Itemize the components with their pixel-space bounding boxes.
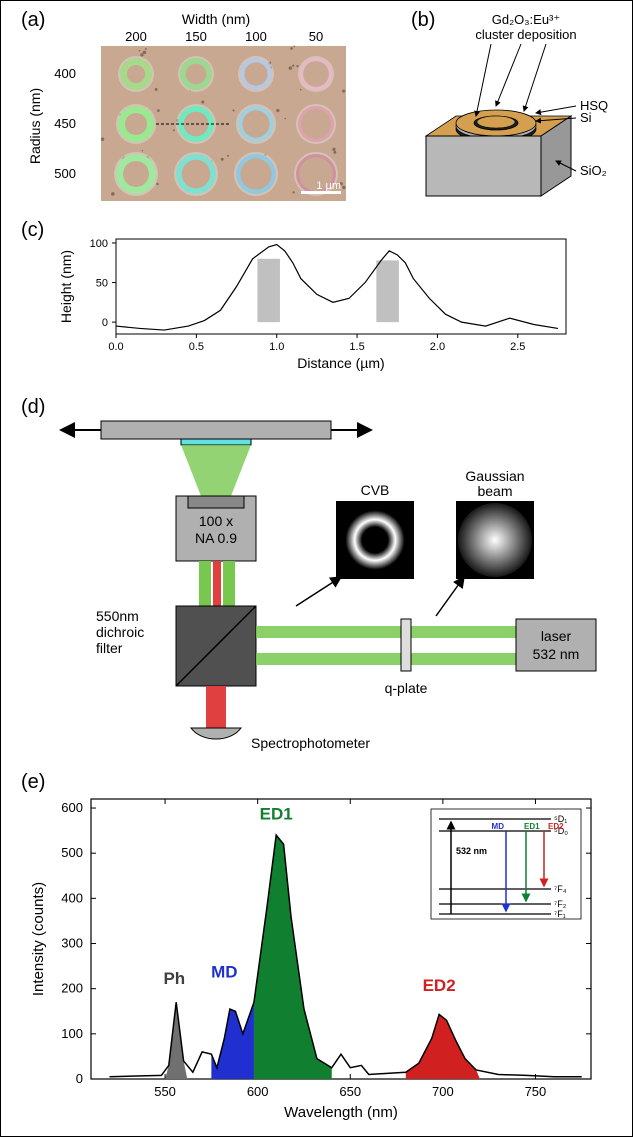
- svg-text:400: 400: [61, 890, 83, 905]
- svg-text:Distance (µm): Distance (µm): [297, 355, 384, 371]
- svg-text:q-plate: q-plate: [385, 680, 428, 696]
- panel-b-figure: Gd₂O₃:Eu³⁺ cluster deposition HSQSiSiO₂: [396, 6, 616, 216]
- svg-text:700: 700: [432, 1084, 454, 1099]
- svg-text:532 nm: 532 nm: [456, 846, 487, 856]
- panel-a-title: Width (nm): [182, 11, 250, 27]
- svg-text:beam: beam: [477, 483, 512, 499]
- svg-text:500: 500: [61, 845, 83, 860]
- svg-text:100: 100: [61, 1026, 83, 1041]
- svg-text:ED2: ED2: [423, 976, 456, 995]
- svg-text:150: 150: [185, 29, 207, 44]
- svg-text:Gaussian: Gaussian: [465, 468, 524, 484]
- scale-bar-text: 1 µm: [316, 180, 341, 192]
- svg-text:0.5: 0.5: [189, 341, 204, 353]
- svg-text:600: 600: [61, 800, 83, 815]
- svg-text:550: 550: [154, 1084, 176, 1099]
- panel-b-toplabel-2: cluster deposition: [475, 27, 576, 42]
- svg-text:Wavelength (nm): Wavelength (nm): [284, 1104, 398, 1121]
- svg-text:2.5: 2.5: [510, 341, 525, 353]
- svg-text:750: 750: [525, 1084, 547, 1099]
- svg-text:0: 0: [76, 1071, 83, 1086]
- panel-e-chart: 550 600 650 700 750 0 100 200 300 400 500 600 Ph MD ED…: [21, 779, 621, 1129]
- svg-text:100: 100: [245, 29, 267, 44]
- svg-text:100 x: 100 x: [199, 513, 233, 529]
- svg-text:50: 50: [309, 29, 323, 44]
- svg-text:ED2: ED2: [548, 822, 564, 831]
- panel-b-toplabel-1: Gd₂O₃:Eu³⁺: [492, 12, 561, 27]
- svg-text:Height (nm): Height (nm): [58, 250, 74, 323]
- svg-text:⁷F₁: ⁷F₁: [554, 909, 566, 919]
- svg-text:2.0: 2.0: [430, 341, 445, 353]
- svg-text:1.5: 1.5: [349, 341, 364, 353]
- panel-c-label: (c): [21, 219, 44, 242]
- svg-text:500: 500: [54, 166, 76, 181]
- svg-text:ED1: ED1: [524, 822, 540, 831]
- svg-text:CVB: CVB: [361, 482, 390, 498]
- svg-text:550nm: 550nm: [96, 608, 139, 624]
- svg-text:300: 300: [61, 936, 83, 951]
- panel-c-chart: 0.0 0.5 1.0 1.5 2.0 2.5 0 50 100 Distance (µm) Hei…: [46, 219, 606, 379]
- svg-text:650: 650: [339, 1084, 361, 1099]
- svg-text:MD: MD: [211, 962, 237, 981]
- panel-a-figure: Width (nm) 200 150 100 50 Radius (nm) 400 45…: [26, 6, 366, 211]
- svg-text:dichroic: dichroic: [96, 624, 144, 640]
- svg-text:100: 100: [90, 238, 108, 250]
- svg-text:Spectrophotometer: Spectrophotometer: [251, 735, 370, 751]
- svg-text:600: 600: [247, 1084, 269, 1099]
- svg-text:SiO₂: SiO₂: [580, 163, 607, 178]
- svg-text:0.0: 0.0: [108, 341, 123, 353]
- svg-text:Ph: Ph: [163, 969, 185, 988]
- svg-text:MD: MD: [492, 822, 505, 831]
- svg-text:0: 0: [102, 317, 108, 329]
- svg-text:Intensity (counts): Intensity (counts): [30, 882, 47, 996]
- svg-text:ED1: ED1: [260, 804, 293, 823]
- svg-text:filter: filter: [96, 640, 123, 656]
- svg-text:200: 200: [125, 29, 147, 44]
- svg-text:200: 200: [61, 981, 83, 996]
- svg-text:1.0: 1.0: [269, 341, 284, 353]
- svg-text:NA 0.9: NA 0.9: [195, 530, 237, 546]
- panel-a-ylabel: Radius (nm): [27, 88, 43, 164]
- svg-text:532 nm: 532 nm: [533, 646, 580, 662]
- panel-d-figure: 100 xNA 0.9 550nmdichroicfilter Spectropho…: [16, 401, 616, 761]
- svg-text:450: 450: [54, 116, 76, 131]
- svg-text:50: 50: [96, 278, 108, 290]
- svg-text:⁷F₄: ⁷F₄: [554, 884, 567, 894]
- svg-text:⁷F₂: ⁷F₂: [554, 899, 567, 909]
- svg-text:laser: laser: [541, 628, 572, 644]
- svg-text:400: 400: [54, 66, 76, 81]
- svg-text:Si: Si: [580, 110, 592, 125]
